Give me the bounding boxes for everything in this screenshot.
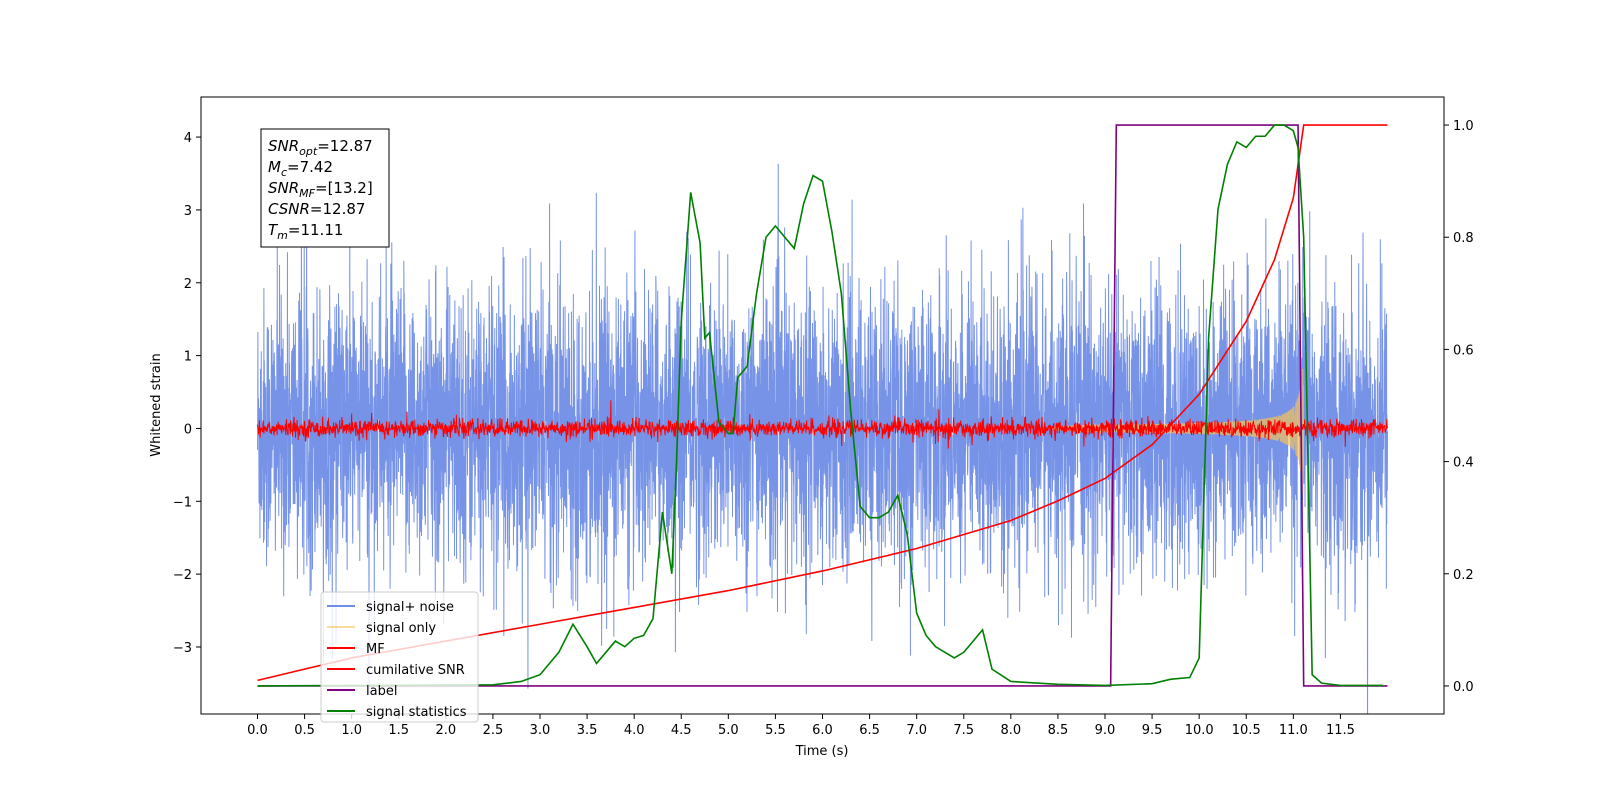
y2-tick-label: 1.0: [1453, 119, 1474, 134]
info-line: Tm=11.11: [268, 221, 343, 242]
y-tick-label: 0: [184, 422, 192, 437]
y-tick-label: 3: [184, 204, 192, 219]
series-signal-statistics: [257, 124, 1383, 687]
y-tick-label: −1: [173, 495, 192, 510]
info-box-lines: SNRopt=12.87Mc=7.42SNRMF=[13.2]CSNR=12.8…: [268, 137, 373, 242]
series-label: [257, 124, 1388, 687]
x-tick-label: 2.0: [435, 723, 456, 738]
y-tick-label: 1: [184, 350, 192, 365]
info-value: =11.11: [288, 221, 344, 239]
x-axis-title: Time (s): [795, 744, 849, 759]
info-line: Mc=7.42: [268, 158, 333, 179]
y2-tick-label: 0.8: [1453, 231, 1474, 246]
info-value: =7.42: [287, 158, 333, 176]
y2-tick-label: 0.0: [1453, 680, 1474, 695]
x-tick-label: 9.5: [1142, 723, 1163, 738]
x-tick-label: 5.0: [718, 723, 739, 738]
legend-item: label: [327, 684, 397, 699]
x-tick-label: 5.5: [765, 723, 786, 738]
y2-tick-label: 0.4: [1453, 456, 1474, 471]
x-tick-label: 1.0: [341, 723, 362, 738]
y2-axis-ticks: 0.0 0.2 0.4 0.6 0.8 1.0: [1444, 119, 1474, 695]
x-tick-label: 1.5: [388, 723, 409, 738]
info-symbol: CSNR: [268, 200, 310, 218]
info-line: SNRopt=12.87: [268, 137, 373, 158]
info-subscript: MF: [299, 187, 315, 200]
info-subscript: m: [277, 229, 288, 242]
x-tick-label: 7.5: [953, 723, 974, 738]
legend-label: MF: [366, 642, 385, 657]
info-box-frame: [260, 128, 390, 248]
x-tick-label: 6.0: [812, 723, 833, 738]
x-tick-label: 11.5: [1326, 723, 1355, 738]
x-tick-label: 3.0: [530, 723, 551, 738]
legend-label: signal+ noise: [366, 600, 454, 615]
legend-frame: [320, 591, 479, 723]
legend-item: signal statistics: [327, 705, 467, 720]
info-subscript: opt: [299, 145, 318, 158]
x-tick-label: 8.0: [1000, 723, 1021, 738]
series-mf: [257, 400, 1388, 449]
info-symbol: SNR: [268, 179, 299, 197]
x-tick-label: 7.0: [906, 723, 927, 738]
series-signal-noise: [257, 163, 1388, 714]
legend-item: signal only: [327, 621, 436, 636]
legend-items: signal+ noise signal only MF cumilative SNR…: [327, 600, 467, 720]
info-symbol: M: [268, 158, 281, 176]
legend-label: signal statistics: [366, 705, 467, 720]
y-axis-ticks: −3 −2 −1 0 1 2 3 4: [173, 131, 201, 656]
info-value: =[13.2]: [315, 179, 373, 197]
legend-label: label: [366, 684, 397, 699]
x-tick-label: 8.5: [1048, 723, 1069, 738]
info-line: SNRMF=[13.2]: [268, 179, 373, 200]
x-tick-label: 6.5: [859, 723, 880, 738]
legend-label: signal only: [366, 621, 436, 636]
legend: signal+ noise signal only MF cumilative SNR…: [320, 591, 479, 723]
y-tick-label: −2: [173, 568, 192, 583]
x-tick-label: 9.0: [1095, 723, 1116, 738]
info-subscript: c: [281, 166, 287, 179]
legend-label: cumilative SNR: [366, 663, 465, 678]
x-tick-label: 10.5: [1232, 723, 1261, 738]
y-tick-label: −3: [173, 641, 192, 656]
x-axis-ticks: 0.0 0.5 1.0 1.5 2.0 2.5 3.0 3.5 4.0 4.5 5.0 5.5 6.0 6…: [247, 714, 1355, 738]
x-tick-label: 0.5: [294, 723, 315, 738]
x-tick-label: 2.5: [483, 723, 504, 738]
y-tick-label: 2: [184, 277, 192, 292]
y-axis-title: Whitened strain: [149, 353, 164, 456]
info-line: CSNR=12.87: [268, 200, 365, 218]
info-symbol: T: [268, 221, 279, 239]
info-box: SNRopt=12.87Mc=7.42SNRMF=[13.2]CSNR=12.8…: [260, 128, 390, 248]
x-tick-label: 4.5: [671, 723, 692, 738]
info-symbol: SNR: [268, 137, 299, 155]
x-tick-label: 3.5: [577, 723, 598, 738]
legend-item: MF: [327, 642, 385, 657]
legend-item: cumilative SNR: [327, 663, 465, 678]
x-tick-label: 0.0: [247, 723, 268, 738]
x-tick-label: 11.0: [1279, 723, 1308, 738]
x-tick-label: 4.0: [624, 723, 645, 738]
y-tick-label: 4: [184, 131, 192, 146]
y2-tick-label: 0.6: [1453, 343, 1474, 358]
info-value: =12.87: [310, 200, 366, 218]
y2-tick-label: 0.2: [1453, 568, 1474, 583]
info-value: =12.87: [317, 137, 373, 155]
x-tick-label: 10.0: [1185, 723, 1214, 738]
legend-item: signal+ noise: [327, 600, 454, 615]
